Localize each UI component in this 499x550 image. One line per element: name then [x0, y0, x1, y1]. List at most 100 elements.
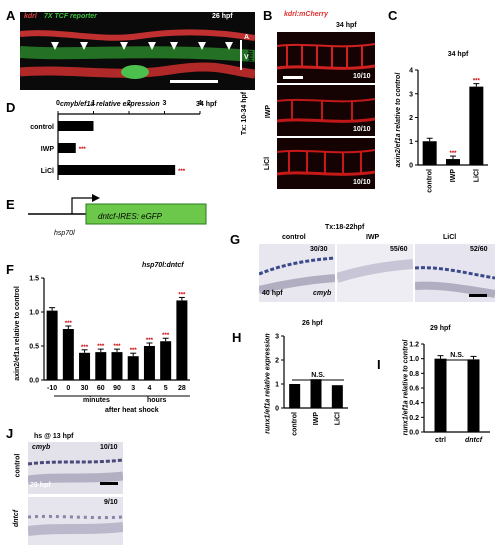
significance-mark: ***: [178, 292, 186, 298]
panel-label-f: F: [6, 262, 14, 277]
panel-label-a: A: [6, 8, 16, 23]
panel-f-group-hours: hours: [147, 397, 167, 404]
panel-a-axis-v: V: [244, 54, 249, 61]
y-tick-label: 3: [409, 91, 413, 98]
panel-b-row-iwp: [277, 85, 375, 136]
panel-label-g: G: [230, 232, 241, 247]
panel-g-treatment: Tx:18-22hpf: [325, 224, 365, 231]
y-tick-label: 0.8: [409, 371, 419, 378]
bar: [111, 352, 123, 380]
x-tick-label: 4: [198, 100, 202, 107]
y-axis-label: axin2/ef1a relative to control: [395, 72, 402, 168]
y-tick-label: 1: [409, 139, 413, 146]
panel-h-title: 26 hpf: [302, 320, 323, 327]
significance-mark: ***: [113, 344, 121, 350]
category-label: control: [292, 412, 299, 436]
panel-j-title: hs @ 13 hpf: [34, 433, 74, 440]
bar: [95, 352, 107, 380]
panel-e-promoter: hsp70l: [54, 230, 75, 237]
category-label: IWP: [313, 412, 320, 426]
category-label: LiCl: [41, 168, 54, 175]
panel-j-image-control: [28, 442, 123, 494]
bar: [331, 385, 343, 408]
y-tick-label: 1.0: [409, 356, 419, 363]
category-label: 4: [147, 385, 151, 392]
panel-b-row-licl: [277, 138, 375, 189]
panel-a-stage: 26 hpf: [212, 13, 233, 20]
significance-mark: ***: [473, 79, 481, 85]
y-tick-label: 1.5: [29, 276, 39, 283]
y-tick-label: 0: [275, 406, 279, 413]
panel-g-col-licl: LiCl: [443, 234, 457, 241]
bar: [467, 359, 480, 432]
bar: [46, 310, 58, 380]
panel-b-count-licl: 10/10: [353, 179, 371, 186]
significance-mark: ***: [130, 348, 138, 354]
ns-label: N.S.: [311, 372, 325, 379]
significance-mark: ***: [162, 333, 170, 339]
panel-d-title: cmyb/ef1a relative expression: [60, 101, 160, 108]
bar: [446, 159, 460, 165]
panel-j-stage: 29 hpf: [30, 482, 51, 489]
panel-h-chart: 0 1 2 3 control IWP LiCl N.S.: [275, 334, 348, 436]
significance-mark: ***: [146, 338, 154, 344]
panel-f-group-minutes: minutes: [83, 397, 110, 404]
bar: [79, 352, 91, 380]
panel-label-j: J: [6, 426, 14, 441]
panel-g-count-control: 30/30: [310, 246, 328, 253]
bar: [422, 141, 437, 165]
significance-mark: ***: [449, 151, 457, 157]
y-tick-label: 3: [275, 334, 279, 341]
x-tick-label: 2: [127, 100, 131, 107]
bar: [310, 379, 322, 408]
ns-label: N.S.: [450, 352, 464, 359]
category-label: 0: [66, 385, 70, 392]
panel-g-count-iwp: 55/60: [390, 246, 408, 253]
panel-i-chart: 0.0 0.2 0.4 0.6 0.8 1.0 1.2 ctrl dntcf N.S.: [409, 342, 490, 444]
y-tick-label: 0.0: [409, 430, 419, 437]
category-label: -10: [47, 385, 57, 392]
panel-g-image-control: [259, 244, 335, 302]
panel-b-count-iwp: 10/10: [353, 126, 371, 133]
y-tick-label: 1.0: [29, 310, 39, 317]
panel-g-image-iwp: [337, 244, 413, 302]
panel-label-i: I: [377, 357, 381, 372]
panel-b-stage: 34 hpf: [336, 22, 357, 29]
panel-g-image-licl: [415, 244, 495, 302]
x-tick-label: 1: [92, 100, 96, 107]
category-label: ctrl: [435, 437, 446, 444]
panel-a-micrograph: [20, 12, 255, 90]
panel-e-construct: [28, 194, 207, 225]
panel-a-gene1: kdrl: [24, 13, 37, 20]
panel-f-chart: 0.0 0.5 1.0 1.5 -10 *** 0 *** 30 *** 60 *** 90 *** 3 **…: [29, 276, 190, 397]
category-label: 90: [113, 385, 121, 392]
x-tick-label: 0: [56, 100, 60, 107]
panel-label-d: D: [6, 100, 16, 115]
panel-j-rowlabel-dntcf: dntcf: [13, 509, 21, 528]
y-tick-label: 4: [409, 68, 413, 75]
panel-i-title: 29 hpf: [430, 325, 451, 332]
significance-mark: ***: [97, 344, 105, 350]
panel-a-axis-a: A: [244, 34, 250, 41]
category-label: control: [30, 124, 54, 131]
bar: [176, 300, 188, 380]
category-label: control: [427, 169, 434, 193]
category-label: 5: [164, 385, 168, 392]
panel-label-e: E: [6, 197, 15, 212]
bar: [127, 356, 139, 380]
panel-b-rowlabel-control: control: [247, 43, 255, 68]
category-label: IWP: [41, 146, 55, 153]
y-tick-label: 0.4: [409, 400, 419, 407]
significance-mark: ***: [178, 169, 186, 175]
significance-mark: ***: [81, 345, 89, 351]
significance-mark: ***: [65, 321, 73, 327]
panel-label-b: B: [263, 8, 273, 23]
y-tick-label: 1.2: [409, 342, 419, 349]
y-tick-label: 0.5: [29, 344, 39, 351]
panel-g-col-control: control: [282, 234, 306, 241]
y-tick-label: 0.0: [29, 378, 39, 385]
bar: [434, 358, 447, 432]
panel-j-gene: cmyb: [32, 444, 51, 451]
category-label: 28: [178, 385, 186, 392]
panel-label-c: C: [388, 8, 398, 23]
